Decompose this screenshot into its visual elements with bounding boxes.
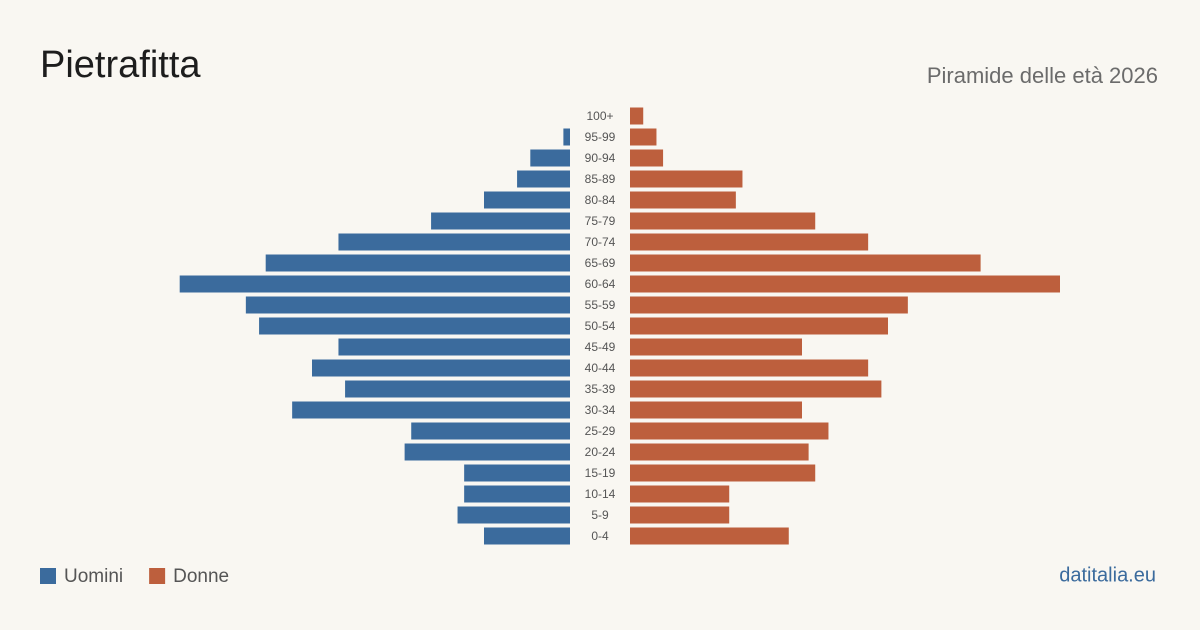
bar: [630, 443, 809, 461]
bar: [630, 485, 730, 503]
chart-title: Pietrafitta: [40, 44, 201, 86]
bar: [630, 317, 888, 335]
bar: [345, 380, 570, 398]
bar: [530, 149, 570, 167]
bar: [265, 254, 570, 272]
age-label: 70-74: [585, 235, 616, 249]
bar: [563, 128, 570, 146]
bar: [464, 464, 570, 482]
bar: [630, 401, 802, 419]
bar: [431, 212, 570, 230]
age-label: 0-4: [591, 529, 609, 543]
bar: [630, 107, 644, 125]
age-label: 40-44: [585, 361, 616, 375]
age-label: 20-24: [585, 445, 616, 459]
age-label: 100+: [586, 109, 613, 123]
age-label: 55-59: [585, 298, 616, 312]
bar: [259, 317, 570, 335]
bar: [245, 296, 570, 314]
age-label: 30-34: [585, 403, 616, 417]
age-label: 5-9: [591, 508, 609, 522]
bar: [464, 485, 570, 503]
bar: [630, 170, 743, 188]
legend-label: Uomini: [64, 566, 123, 587]
bar: [179, 275, 570, 293]
bar: [630, 254, 981, 272]
age-label: 45-49: [585, 340, 616, 354]
bar: [484, 191, 570, 209]
age-label: 10-14: [585, 487, 616, 501]
bar: [630, 527, 789, 545]
bar: [484, 527, 570, 545]
bar: [630, 359, 869, 377]
age-label: 80-84: [585, 193, 616, 207]
bar: [630, 464, 816, 482]
age-label: 50-54: [585, 319, 616, 333]
legend-swatch: [149, 568, 166, 584]
bar: [630, 212, 816, 230]
bar: [338, 338, 570, 356]
bar: [630, 296, 908, 314]
legend-label: Donne: [173, 566, 229, 587]
bar: [630, 275, 1060, 293]
credit: datitalia.eu: [1059, 564, 1156, 586]
bar: [630, 191, 736, 209]
bar: [457, 506, 570, 524]
bar: [312, 359, 570, 377]
bar: [404, 443, 570, 461]
age-label: 90-94: [585, 151, 616, 165]
bar: [630, 149, 664, 167]
bar: [630, 338, 802, 356]
age-label: 95-99: [585, 130, 616, 144]
bar: [411, 422, 570, 440]
bar: [338, 233, 570, 251]
bar: [630, 422, 829, 440]
age-label: 25-29: [585, 424, 616, 438]
bar: [630, 506, 730, 524]
bar: [630, 233, 869, 251]
age-label: 75-79: [585, 214, 616, 228]
age-label: 65-69: [585, 256, 616, 270]
age-label: 85-89: [585, 172, 616, 186]
age-label: 15-19: [585, 466, 616, 480]
age-label: 60-64: [585, 277, 616, 291]
legend-swatch: [40, 568, 56, 584]
chart-subtitle: Piramide delle età 2026: [927, 63, 1158, 88]
bar: [517, 170, 570, 188]
age-label: 35-39: [585, 382, 616, 396]
bar: [630, 380, 882, 398]
bar: [292, 401, 570, 419]
bar: [630, 128, 657, 146]
